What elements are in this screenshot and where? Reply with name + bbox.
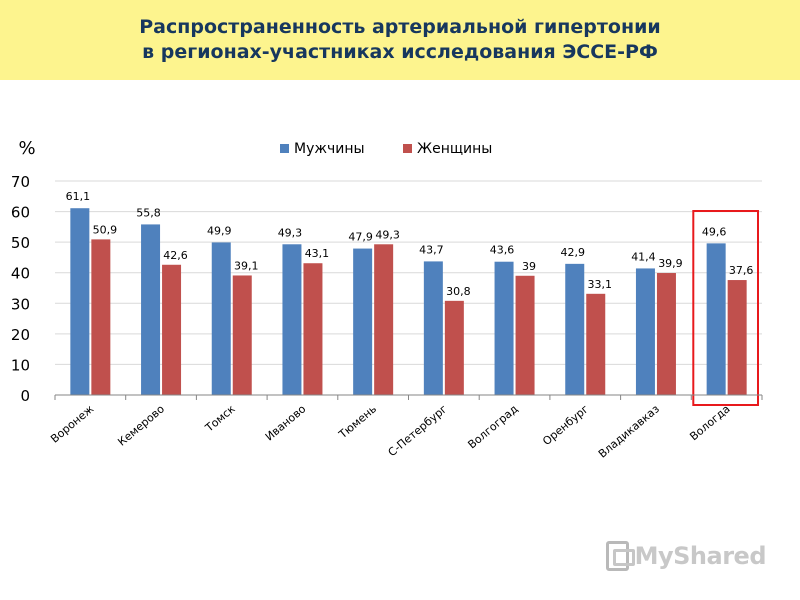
watermark: MyShared (606, 536, 767, 576)
data-label-male: 49,3 (278, 226, 303, 239)
x-tick-label: С-Петербург (386, 402, 450, 459)
data-label-female: 39,9 (658, 257, 683, 270)
bar-female (727, 280, 747, 395)
data-label-female: 50,9 (93, 223, 118, 236)
data-label-male: 49,6 (702, 225, 727, 238)
data-label-male: 61,1 (66, 190, 91, 203)
x-tick-label: Вологда (687, 402, 732, 443)
bar-male (635, 268, 655, 395)
y-tick-label: 0 (20, 387, 30, 405)
data-label-female: 33,1 (588, 278, 613, 291)
y-tick-label: 30 (11, 295, 30, 313)
legend-label-male: Мужчины (294, 141, 365, 157)
bar-female (303, 263, 323, 395)
data-label-male: 47,9 (348, 231, 373, 244)
bar-male (211, 242, 231, 395)
data-label-male: 49,9 (207, 224, 232, 237)
data-label-male: 43,6 (490, 244, 515, 257)
bar-male (141, 224, 161, 395)
x-tick-label: Иваново (263, 402, 309, 443)
data-label-male: 55,8 (136, 206, 161, 219)
x-tick-label: Оренбург (540, 402, 591, 448)
x-tick-label: Кемерово (115, 402, 167, 448)
bar-male (423, 261, 443, 395)
data-label-female: 37,6 (729, 264, 754, 277)
bar-female (91, 239, 111, 395)
data-label-female: 39 (522, 260, 536, 273)
x-tick-label: Тюмень (336, 402, 379, 441)
x-tick-label: Владикавказ (596, 402, 662, 460)
bar-male (565, 263, 585, 395)
bar-male (494, 261, 514, 395)
legend-label-female: Женщины (417, 141, 492, 157)
x-tick-label: Томск (202, 402, 238, 435)
data-label-female: 42,6 (163, 249, 188, 262)
bar-female (586, 293, 606, 395)
data-label-female: 43,1 (305, 247, 330, 260)
data-label-female: 30,8 (446, 285, 471, 298)
bar-female (162, 264, 182, 395)
legend-swatch-female (403, 144, 412, 153)
y-tick-label: 50 (11, 234, 30, 252)
bar-female (232, 275, 252, 395)
y-tick-label: 70 (11, 173, 30, 191)
bar-female (656, 273, 676, 395)
x-tick-label: Волгоград (465, 402, 520, 451)
highlight-box (692, 210, 759, 406)
legend-swatch-male (280, 144, 289, 153)
slide-title-line-1: Распространенность артериальной гипертон… (139, 16, 661, 38)
bar-female (444, 300, 464, 395)
presentation-icon (606, 541, 635, 571)
bar-female (374, 244, 394, 395)
y-tick-label: 10 (11, 356, 30, 374)
data-label-male: 43,7 (419, 243, 444, 256)
data-label-female: 39,1 (234, 259, 259, 272)
bar-chart: 0 10 20 30 40 50 60 70% Мужчины Женщины 61,1 50,9 Во… (11, 138, 763, 461)
bar-male (353, 248, 373, 395)
y-tick-label: 60 (11, 204, 30, 222)
data-label-male: 42,9 (561, 246, 586, 259)
bar-male (706, 243, 726, 395)
watermark-text: MyShared (634, 542, 767, 570)
y-axis-label: % (18, 138, 35, 159)
bar-female (515, 275, 535, 395)
data-label-female: 49,3 (375, 228, 400, 241)
y-tick-label: 40 (11, 265, 30, 283)
bar-male (70, 208, 90, 395)
data-label-male: 41,4 (631, 250, 656, 263)
y-tick-label: 20 (11, 326, 30, 344)
bar-male (282, 244, 302, 395)
title-banner: Распространенность артериальной гипертон… (0, 0, 800, 80)
slide-title-line-2: в регионах-участниках исследования ЭССЕ-… (142, 41, 658, 63)
x-tick-label: Воронеж (48, 402, 96, 445)
